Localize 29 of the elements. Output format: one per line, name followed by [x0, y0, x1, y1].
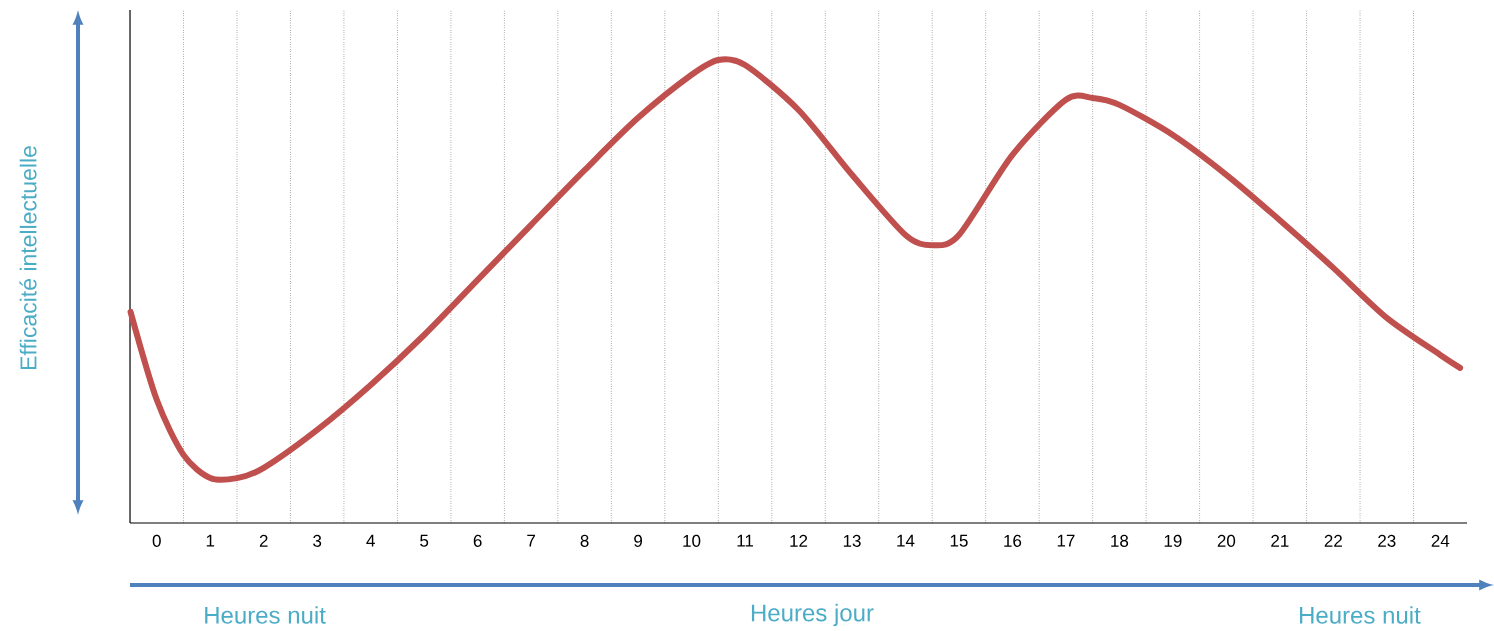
x-tick-label: 12 [790, 534, 808, 547]
x-tick-label: 9 [634, 534, 643, 547]
x-tick-label: 5 [420, 534, 429, 547]
x-tick-label: 1 [206, 534, 215, 547]
x-tick-label: 18 [1111, 534, 1129, 547]
x-tick-label: 11 [737, 534, 754, 547]
x-tick-label: 3 [313, 534, 322, 547]
x-tick-label: 22 [1324, 534, 1342, 547]
text: Heures nuit [1300, 606, 1421, 624]
x-tick-label: 16 [1004, 534, 1022, 547]
x-tick-label: 15 [950, 534, 968, 547]
y-axis-title: Efficacité intellectuelle [19, 146, 37, 370]
x-tick-label: 19 [1164, 534, 1182, 547]
x-tick-label: 2 [259, 534, 268, 547]
x-tick-label: 21 [1271, 534, 1289, 547]
text: Heures nuit [205, 606, 326, 624]
x-tick-label: 14 [897, 534, 915, 547]
x-tick-label: 10 [683, 534, 701, 547]
x-tick-label: 6 [473, 534, 482, 547]
x-tick-label: 0 [152, 534, 161, 547]
x-tick-label: 17 [1057, 534, 1075, 547]
x-tick-label: 4 [366, 534, 375, 547]
x-tick-label: 7 [527, 534, 535, 547]
text: Heures jour [751, 603, 874, 627]
x-tick-label: 24 [1431, 534, 1450, 547]
x-tick-label: 13 [843, 534, 861, 547]
x-tick-label: 23 [1378, 534, 1396, 547]
x-tick-label: 20 [1217, 534, 1236, 547]
x-tick-label: 8 [580, 534, 589, 547]
